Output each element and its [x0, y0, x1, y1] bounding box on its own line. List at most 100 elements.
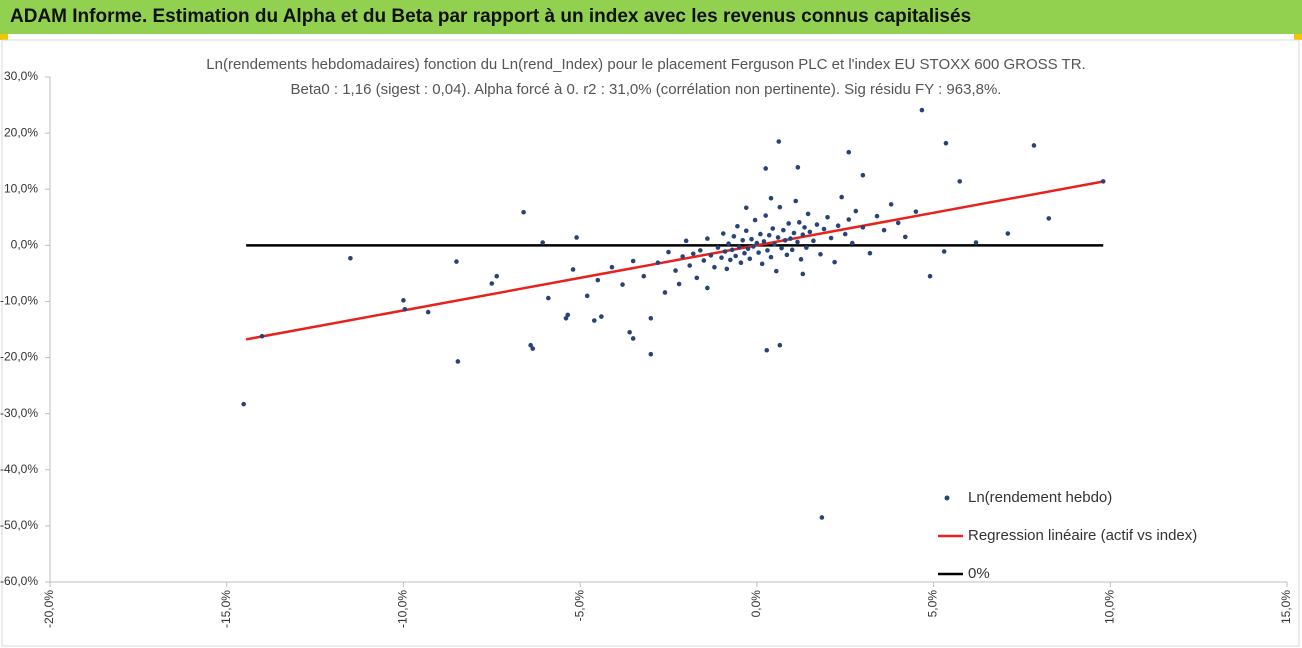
x-tick-label: 0,0%	[749, 590, 763, 618]
scatter-point	[715, 245, 721, 250]
scatter-point	[775, 235, 781, 240]
scatter-point	[789, 247, 795, 253]
scatter-point	[828, 235, 834, 241]
scatter-point	[630, 258, 636, 264]
scatter-point	[786, 221, 791, 226]
scatter-point	[805, 211, 811, 217]
y-tick-label: -30,0%	[0, 406, 38, 420]
scatter-point	[595, 277, 601, 283]
scatter-point	[528, 342, 533, 348]
scatter-point	[772, 241, 777, 247]
scatter-point	[494, 273, 500, 279]
scatter-point	[811, 238, 816, 244]
scatter-point	[788, 236, 793, 241]
scatter-point	[895, 220, 901, 226]
scatter-point	[401, 298, 406, 303]
scatter-point	[752, 217, 758, 223]
scatter-point	[784, 252, 790, 258]
x-tick-label: 15,0%	[1279, 590, 1293, 624]
scatter-point	[745, 246, 751, 251]
scatter-point	[795, 239, 800, 245]
scatter-point	[425, 309, 431, 315]
scatter-point	[584, 293, 590, 299]
scatter-point	[777, 342, 783, 348]
scatter-point	[673, 268, 678, 273]
scatter-point	[530, 346, 536, 351]
scatter-point	[627, 330, 632, 335]
scatter-point	[241, 401, 246, 407]
scatter-point	[943, 140, 949, 146]
scatter-point	[680, 254, 685, 259]
scatter-point	[666, 249, 671, 255]
scatter-point	[705, 285, 710, 291]
scatter-point	[957, 179, 963, 184]
scatter-point	[698, 248, 703, 253]
y-tick-label: 30,0%	[4, 69, 38, 83]
scatter-point	[860, 225, 866, 230]
scatter-point	[764, 347, 770, 353]
scatter-point	[766, 232, 772, 238]
scatter-point	[919, 107, 925, 113]
scatter-point	[973, 240, 979, 245]
scatter-point	[781, 227, 786, 233]
scatter-point	[888, 202, 894, 207]
scatter-point	[546, 295, 551, 301]
scatter-point	[860, 172, 866, 178]
scatter-point	[676, 281, 682, 287]
scatter-point	[749, 236, 754, 242]
scatter-point	[846, 217, 852, 222]
scatter-point	[687, 263, 693, 268]
x-tick-label: -5,0%	[572, 590, 586, 622]
scatter-point	[662, 290, 668, 295]
scatter-point	[454, 259, 459, 264]
scatter-point	[927, 273, 933, 279]
scatter-point	[763, 166, 768, 171]
y-tick-label: -60,0%	[0, 574, 38, 588]
scatter-point	[690, 251, 696, 257]
scatter-point	[620, 282, 625, 287]
scatter-point	[630, 336, 636, 341]
scatter-point	[489, 281, 495, 286]
scatter-point	[913, 209, 919, 214]
scatter-point	[798, 257, 804, 262]
scatter-point	[754, 240, 760, 246]
y-tick-label: 0,0%	[11, 238, 39, 252]
scatter-point	[743, 228, 749, 234]
scatter-point	[768, 195, 774, 201]
scatter-point	[839, 194, 844, 200]
header-bar	[0, 0, 1302, 34]
scatter-point	[1005, 231, 1011, 236]
scatter-point	[259, 333, 265, 339]
scatter-point	[736, 244, 742, 250]
scatter-point	[599, 314, 604, 319]
scatter-point	[795, 165, 801, 170]
scatter-point	[773, 268, 779, 274]
scatter-point	[853, 208, 859, 214]
scatter-point	[655, 260, 661, 266]
page-title: ADAM Informe. Estimation du Alpha et du …	[10, 6, 971, 27]
scatter-point	[648, 315, 654, 321]
scatter-point	[1100, 179, 1106, 184]
scatter-point	[756, 250, 761, 255]
scatter-point	[793, 198, 799, 204]
scatter-point	[804, 245, 809, 250]
scatter-point	[796, 220, 802, 225]
corner	[0, 34, 8, 40]
scatter-point	[733, 253, 738, 259]
scatter-point	[821, 226, 827, 232]
x-tick-label: -10,0%	[396, 590, 410, 628]
scatter-point	[791, 230, 797, 236]
scatter-point	[941, 249, 947, 254]
scatter-point	[565, 312, 571, 318]
scatter-point	[729, 247, 735, 253]
scatter-point	[1031, 143, 1037, 148]
scatter-point	[728, 257, 733, 263]
scatter-point	[842, 231, 848, 237]
scatter-point	[747, 256, 753, 262]
scatter-point	[761, 239, 767, 244]
scatter-point	[765, 248, 770, 253]
scatter-point	[641, 273, 647, 279]
scatter-point	[738, 260, 744, 266]
scatter-point	[722, 249, 728, 254]
